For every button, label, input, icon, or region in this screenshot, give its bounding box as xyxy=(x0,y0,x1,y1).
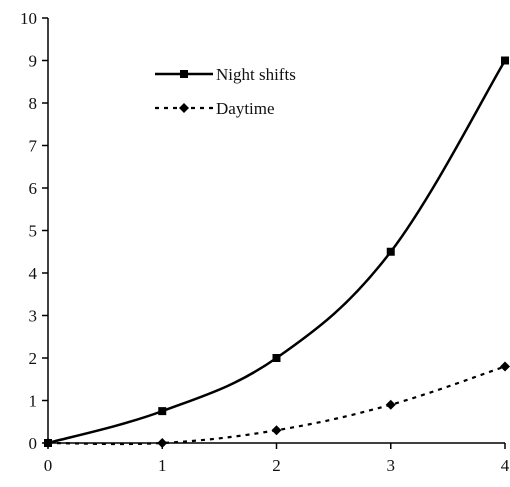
x-tick-label: 2 xyxy=(272,456,281,475)
data-point-square xyxy=(272,354,281,362)
data-point-diamond xyxy=(43,438,53,448)
data-point-diamond xyxy=(271,425,282,436)
series-daytime xyxy=(43,361,510,448)
data-point-diamond xyxy=(500,361,510,372)
y-tick-label: 4 xyxy=(29,264,38,283)
y-tick-label: 1 xyxy=(29,392,38,411)
data-point-square xyxy=(158,407,167,416)
y-tick-label: 9 xyxy=(29,52,38,71)
y-axis-ticks: 0 1 2 3 4 5 6 7 8 9 10 xyxy=(20,9,48,453)
series-line xyxy=(47,59,507,445)
y-tick-label: 6 xyxy=(29,179,38,198)
series-layer xyxy=(43,56,510,448)
x-tick-label: 3 xyxy=(387,456,396,475)
legend-marker-diamond xyxy=(179,103,189,113)
legend-label: Night shifts xyxy=(216,65,296,84)
data-point-diamond xyxy=(385,399,396,410)
y-tick-label: 0 xyxy=(29,434,38,453)
y-tick-label: 3 xyxy=(29,307,38,326)
x-tick-label: 4 xyxy=(501,456,510,475)
y-tick-label: 10 xyxy=(20,9,37,28)
legend-item: Daytime xyxy=(155,99,275,118)
y-tick-label: 8 xyxy=(29,94,38,113)
legend-item: Night shifts xyxy=(155,65,296,84)
y-tick-label: 2 xyxy=(29,349,38,368)
x-tick-label: 1 xyxy=(158,456,167,475)
legend-marker-square xyxy=(180,70,188,78)
x-axis-ticks: 0 1 2 3 4 xyxy=(44,443,510,475)
x-tick-label: 0 xyxy=(44,456,53,475)
data-point-square xyxy=(501,56,509,65)
series-line xyxy=(47,365,506,446)
legend-label: Daytime xyxy=(216,99,275,118)
data-point-square xyxy=(386,247,395,256)
y-tick-label: 7 xyxy=(29,137,38,156)
data-point-diamond xyxy=(157,438,168,448)
legend: Night shifts Daytime xyxy=(155,65,296,118)
y-tick-label: 5 xyxy=(29,222,38,241)
